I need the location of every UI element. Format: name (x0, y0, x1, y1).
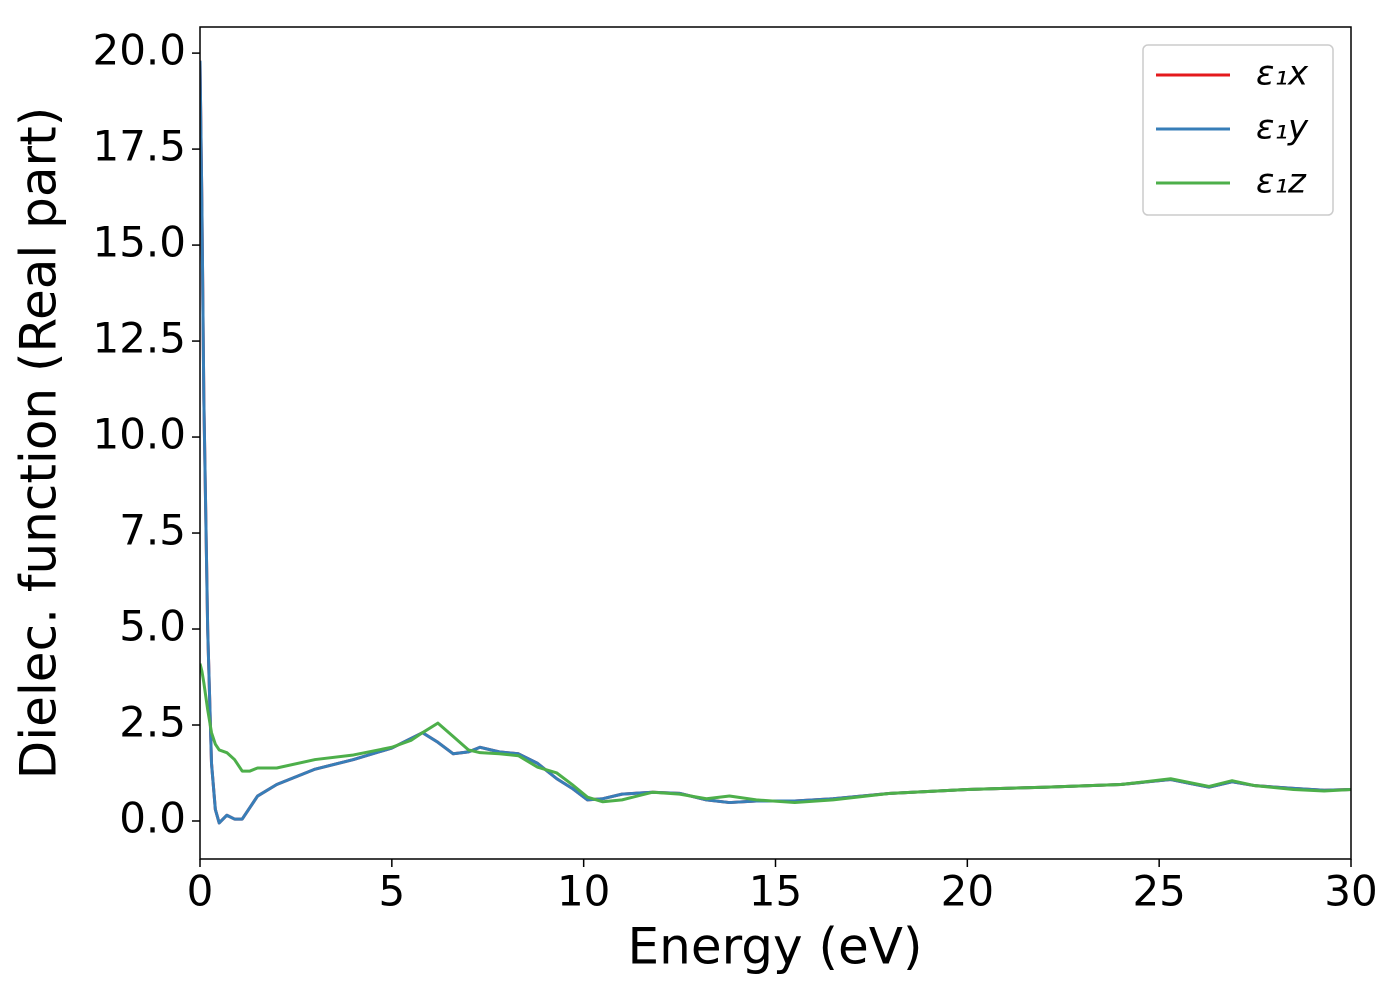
series-line (200, 663, 1351, 805)
y-tick-label: 15.0 (92, 218, 186, 267)
legend-label: ε₁z (1256, 162, 1307, 202)
x-tick-label: 20 (941, 867, 994, 916)
y-tick-label: 7.5 (119, 506, 186, 555)
legend-label: ε₁x (1256, 54, 1309, 94)
y-tick-label: 12.5 (92, 314, 186, 363)
y-tick-label: 0.0 (119, 793, 186, 842)
x-axis-label: Energy (eV) (628, 918, 923, 976)
y-axis-label: Dielec. function (Real part) (10, 107, 68, 779)
legend-box (1142, 44, 1334, 216)
y-tick-label: 5.0 (119, 602, 186, 651)
x-tick-label: 30 (1324, 867, 1377, 916)
y-tick-label: 17.5 (92, 122, 186, 171)
plot-frame (199, 26, 1352, 860)
x-tick-label: 25 (1132, 867, 1185, 916)
y-tick-label: 10.0 (92, 410, 186, 459)
x-tick-label: 10 (557, 867, 610, 916)
x-tick-label: 5 (378, 867, 405, 916)
y-tick-label: 2.5 (119, 698, 186, 747)
legend-label: ε₁y (1256, 108, 1309, 148)
y-tick-label: 20.0 (92, 26, 186, 75)
x-tick-label: 15 (749, 867, 802, 916)
x-tick-label: 0 (187, 867, 214, 916)
